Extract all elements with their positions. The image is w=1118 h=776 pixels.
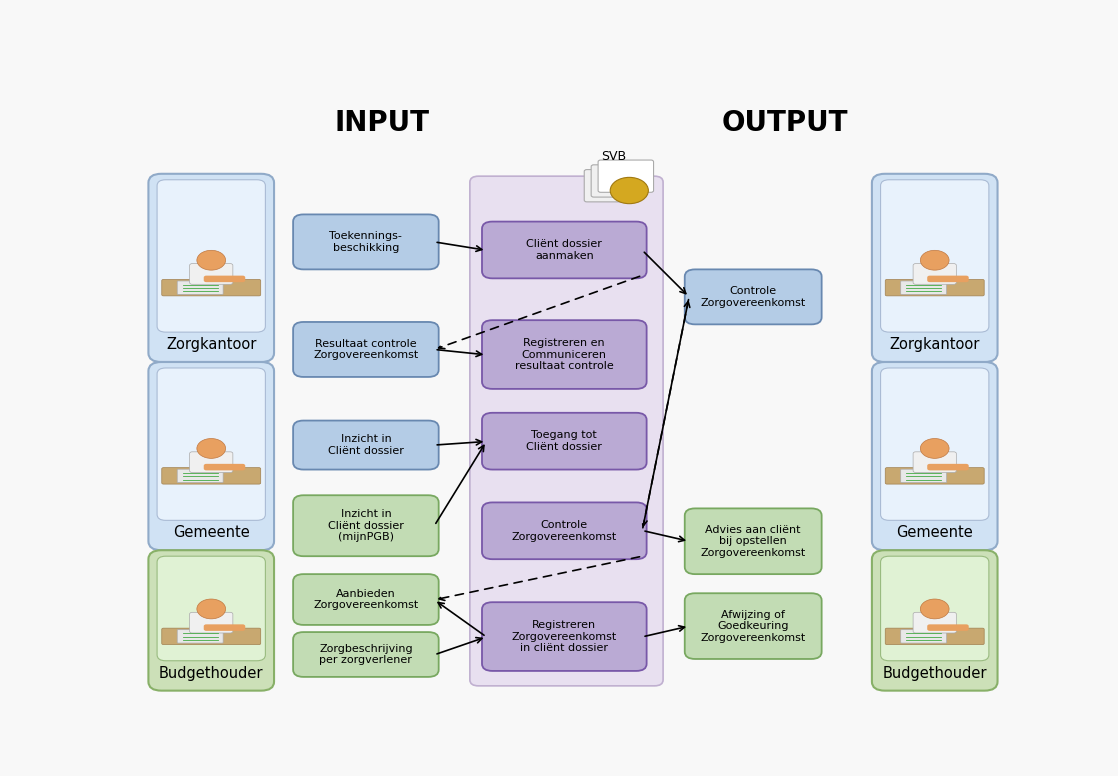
FancyBboxPatch shape [482, 602, 646, 671]
FancyBboxPatch shape [482, 502, 646, 559]
Text: Advies aan cliënt
bij opstellen
Zorgovereenkomst: Advies aan cliënt bij opstellen Zorgover… [701, 525, 806, 558]
FancyBboxPatch shape [293, 421, 438, 469]
Text: Controle
Zorgovereenkomst: Controle Zorgovereenkomst [512, 520, 617, 542]
FancyBboxPatch shape [149, 550, 274, 691]
Text: Inzicht in
Cliënt dossier
(mijnPGB): Inzicht in Cliënt dossier (mijnPGB) [328, 509, 404, 542]
FancyBboxPatch shape [482, 222, 646, 279]
FancyBboxPatch shape [684, 269, 822, 324]
FancyBboxPatch shape [203, 275, 245, 282]
Circle shape [197, 599, 226, 618]
FancyBboxPatch shape [482, 413, 646, 469]
FancyBboxPatch shape [157, 180, 265, 332]
FancyBboxPatch shape [162, 628, 260, 645]
Text: SVB: SVB [601, 150, 626, 163]
FancyBboxPatch shape [901, 281, 947, 294]
Text: Budgethouder: Budgethouder [882, 666, 987, 681]
Text: Zorgkantoor: Zorgkantoor [167, 338, 256, 352]
FancyBboxPatch shape [470, 176, 663, 686]
Text: Budgethouder: Budgethouder [159, 666, 264, 681]
Circle shape [920, 599, 949, 618]
Text: Controle
Zorgovereenkomst: Controle Zorgovereenkomst [701, 286, 806, 307]
FancyBboxPatch shape [591, 165, 646, 197]
FancyBboxPatch shape [885, 468, 984, 484]
FancyBboxPatch shape [293, 322, 438, 377]
FancyBboxPatch shape [293, 214, 438, 269]
Text: OUTPUT: OUTPUT [722, 109, 849, 137]
Text: Inzicht in
Cliënt dossier: Inzicht in Cliënt dossier [328, 435, 404, 456]
FancyBboxPatch shape [178, 469, 224, 483]
FancyBboxPatch shape [178, 281, 224, 294]
FancyBboxPatch shape [872, 550, 997, 691]
FancyBboxPatch shape [293, 495, 438, 556]
FancyBboxPatch shape [585, 170, 639, 202]
Text: Resultaat controle
Zorgovereenkomst: Resultaat controle Zorgovereenkomst [313, 338, 418, 360]
FancyBboxPatch shape [149, 362, 274, 550]
FancyBboxPatch shape [190, 452, 233, 473]
Text: Afwijzing of
Goedkeuring
Zorgovereenkomst: Afwijzing of Goedkeuring Zorgovereenkoms… [701, 609, 806, 643]
Text: Cliënt dossier
aanmaken: Cliënt dossier aanmaken [527, 239, 603, 261]
FancyBboxPatch shape [872, 362, 997, 550]
FancyBboxPatch shape [913, 452, 956, 473]
Text: Registreren
Zorgovereenkomst
in cliënt dossier: Registreren Zorgovereenkomst in cliënt d… [512, 620, 617, 653]
Text: Gemeente: Gemeente [173, 525, 249, 540]
Circle shape [920, 438, 949, 459]
FancyBboxPatch shape [178, 629, 224, 643]
FancyBboxPatch shape [293, 574, 438, 625]
FancyBboxPatch shape [157, 368, 265, 521]
FancyBboxPatch shape [190, 264, 233, 284]
Circle shape [197, 251, 226, 270]
Text: Zorgkantoor: Zorgkantoor [890, 338, 979, 352]
FancyBboxPatch shape [881, 180, 988, 332]
FancyBboxPatch shape [149, 174, 274, 362]
Text: Aanbieden
Zorgovereenkomst: Aanbieden Zorgovereenkomst [313, 589, 418, 610]
FancyBboxPatch shape [901, 629, 947, 643]
Text: Toegang tot
Cliënt dossier: Toegang tot Cliënt dossier [527, 431, 603, 452]
FancyBboxPatch shape [293, 632, 438, 677]
FancyBboxPatch shape [927, 275, 968, 282]
FancyBboxPatch shape [598, 160, 654, 192]
Text: Gemeente: Gemeente [897, 525, 973, 540]
FancyBboxPatch shape [162, 279, 260, 296]
FancyBboxPatch shape [885, 279, 984, 296]
FancyBboxPatch shape [872, 174, 997, 362]
FancyBboxPatch shape [913, 264, 956, 284]
FancyBboxPatch shape [684, 508, 822, 574]
FancyBboxPatch shape [927, 625, 968, 631]
FancyBboxPatch shape [927, 464, 968, 470]
Text: Registreren en
Communiceren
resultaat controle: Registreren en Communiceren resultaat co… [515, 338, 614, 371]
FancyBboxPatch shape [881, 368, 988, 521]
Text: Zorgbeschrijving
per zorgverlener: Zorgbeschrijving per zorgverlener [319, 643, 413, 665]
FancyBboxPatch shape [881, 556, 988, 661]
FancyBboxPatch shape [203, 464, 245, 470]
Circle shape [610, 178, 648, 203]
FancyBboxPatch shape [684, 593, 822, 659]
FancyBboxPatch shape [482, 320, 646, 389]
Text: Toekennings-
beschikking: Toekennings- beschikking [330, 231, 402, 253]
FancyBboxPatch shape [901, 469, 947, 483]
FancyBboxPatch shape [190, 612, 233, 633]
FancyBboxPatch shape [913, 612, 956, 633]
Text: INPUT: INPUT [335, 109, 429, 137]
Circle shape [197, 438, 226, 459]
FancyBboxPatch shape [162, 468, 260, 484]
FancyBboxPatch shape [157, 556, 265, 661]
FancyBboxPatch shape [885, 628, 984, 645]
Circle shape [920, 251, 949, 270]
FancyBboxPatch shape [203, 625, 245, 631]
